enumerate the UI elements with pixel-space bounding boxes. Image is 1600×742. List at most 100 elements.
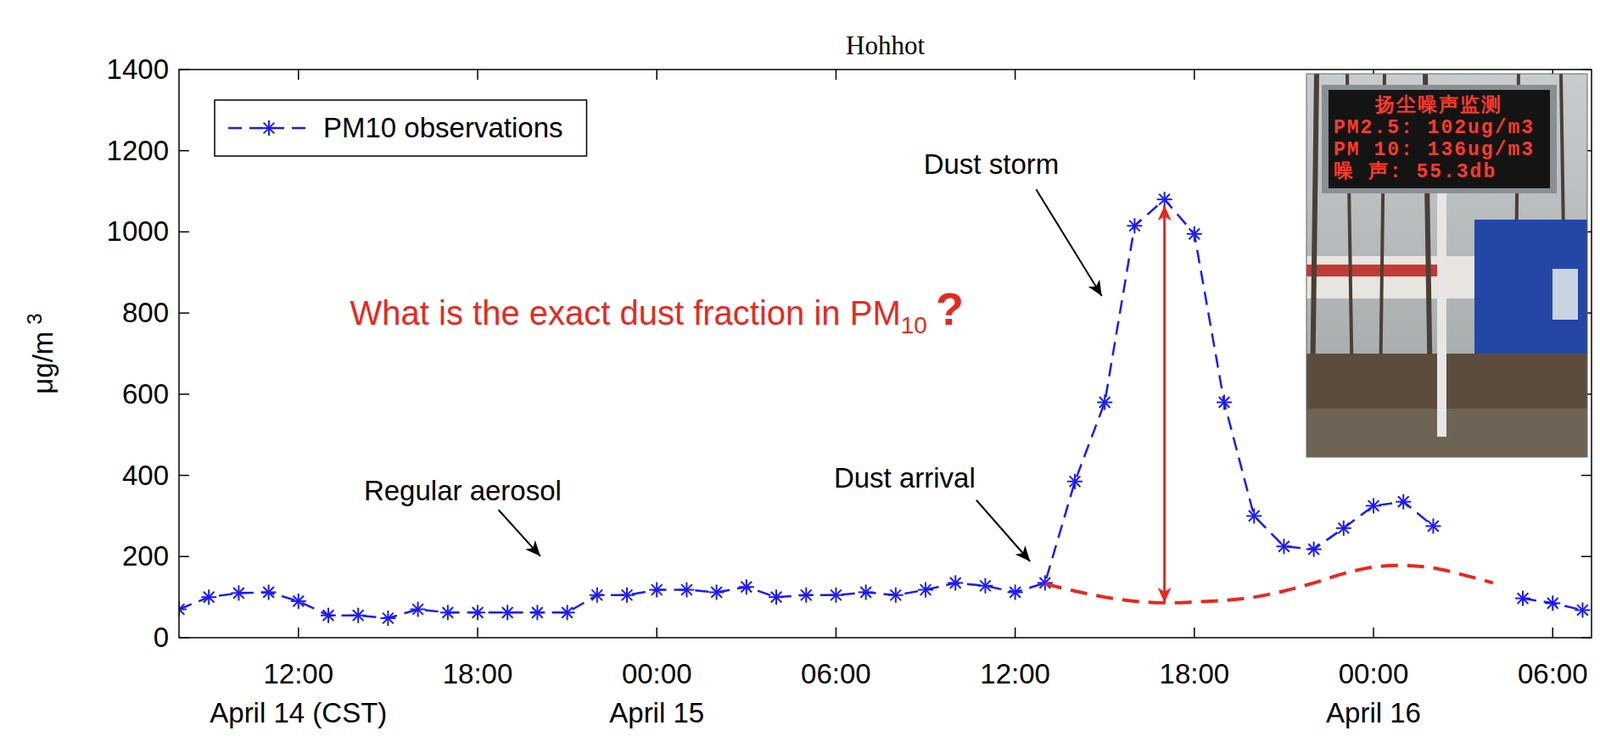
asterisk-stroke [651,584,663,596]
data-point [888,587,904,604]
annotation-arrow [498,509,541,557]
asterisk-stroke [1158,194,1170,206]
asterisk-stroke [1009,587,1021,599]
chart-svg: Hohhot020040060080010001200140012:0018:0… [0,0,1600,742]
sign-text: PM 10: 136ug/m3 [1333,139,1535,162]
x-tick [835,627,838,638]
x-tick [1372,627,1375,638]
x-tick-label: 06:00 [800,658,872,690]
data-point [768,589,784,605]
asterisk-stroke [1337,522,1349,534]
asterisk-stroke [179,604,185,616]
data-point [1574,602,1590,618]
data-point [1275,538,1292,554]
asterisk-stroke [531,607,543,619]
asterisk-stroke [710,587,722,599]
y-tick-label: 400 [122,459,169,492]
data-point [798,587,814,604]
asterisk-stroke [1398,496,1410,508]
asterisk-stroke [740,581,752,594]
asterisk-stroke [950,577,962,589]
data-point [1515,591,1531,607]
asterisk-stroke [681,584,693,596]
sign-frame [1321,84,1557,194]
asterisk-stroke [920,584,932,596]
x-tick [1551,627,1554,638]
y-tick-right [1581,475,1592,477]
asterisk-stroke [382,613,394,625]
asterisk-stroke [1398,496,1410,508]
asterisk-stroke [323,609,335,621]
asterisk-stroke [1219,397,1231,409]
data-point [648,582,665,599]
x-tick-top [655,69,658,80]
asterisk-stroke [889,589,901,601]
data-point [858,584,874,600]
data-point [1395,494,1411,510]
data-point [440,604,456,621]
asterisk-stroke [561,607,573,619]
data-point [1007,584,1024,600]
y-axis-title-superscript: 3 [22,313,46,325]
asterisk-stroke [1517,593,1529,605]
series-line [1045,565,1494,604]
asterisk-stroke [472,607,484,619]
data-point [1425,518,1441,534]
data-point [1216,394,1232,410]
question-suffix: ? [935,283,964,335]
asterisk-stroke [1099,397,1111,409]
asterisk-stroke [1517,593,1529,605]
asterisk-stroke [651,584,663,596]
data-point [1306,542,1322,558]
data-point [201,589,217,605]
data-point [230,585,247,601]
asterisk-stroke [860,587,872,599]
asterisk-stroke [502,607,514,619]
asterisk-stroke [502,607,514,619]
asterisk-stroke [860,587,872,599]
x-tick-label: 06:00 [1517,658,1589,690]
asterisk-stroke [621,589,633,601]
data-point [261,584,277,600]
sign-face [1328,89,1550,189]
inset-photo: 扬尘噪声监测PM2.5: 102ug/m3PM 10: 136ug/m3噪 声:… [1306,73,1588,458]
data-point [1186,226,1203,242]
data-point [827,587,844,604]
data-point [709,584,725,600]
question-subscript: 10 [900,312,928,339]
asterisk-stroke [323,609,335,621]
asterisk-stroke [292,596,304,608]
data-point [947,575,963,591]
photo-cabin-window [1552,268,1578,320]
x-tick-top [297,69,300,80]
asterisk-stroke [412,604,424,616]
asterisk-stroke [830,589,842,601]
asterisk-stroke [920,584,932,596]
asterisk-stroke [740,581,752,594]
annotation-text: Regular aerosol [363,475,562,507]
x-tick-top [476,69,479,80]
asterisk-stroke [352,609,364,621]
legend-marker [261,120,277,136]
asterisk-stroke [1278,541,1290,553]
data-point [290,593,307,610]
asterisk-stroke [1248,510,1260,522]
asterisk-stroke [262,587,275,599]
x-tick-label: 00:00 [621,658,693,690]
data-point [179,602,187,618]
asterisk-stroke [1368,500,1380,512]
legend: PM10 observations [214,100,587,157]
plot-background [179,69,1592,638]
data-point [1246,508,1262,524]
asterisk-stroke [561,607,573,619]
asterisk-stroke [1158,194,1170,206]
y-tick [179,556,190,559]
y-tick-label: 1400 [106,53,169,85]
asterisk-stroke [1308,543,1320,555]
x-tick [476,627,479,638]
y-tick [179,475,190,477]
data-point [559,604,576,621]
data-point [1336,520,1352,537]
chart-title: Hohhot [845,30,925,61]
asterisk-stroke [1547,598,1559,610]
